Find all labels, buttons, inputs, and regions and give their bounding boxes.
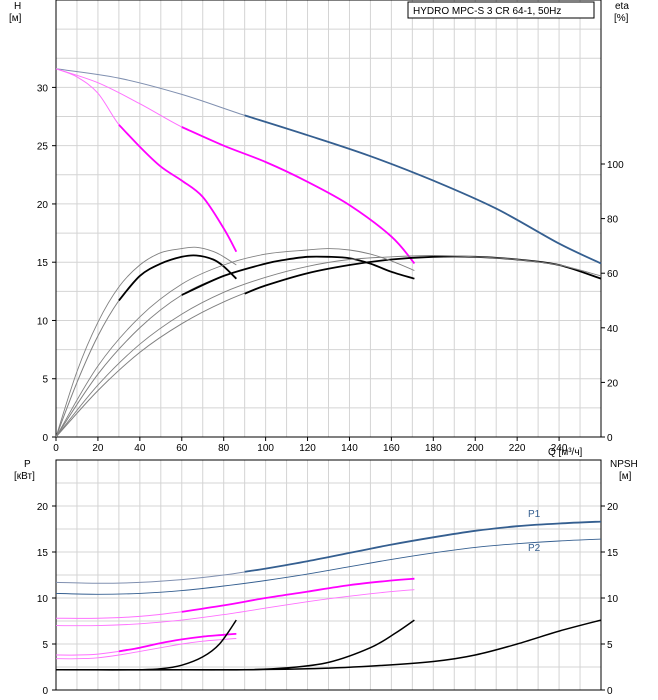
- eta-tick-label: 0: [607, 433, 613, 444]
- eta-axis-unit: [%]: [614, 13, 629, 24]
- eta-tick-label: 100: [607, 160, 624, 171]
- power-p2_1-line: [55, 638, 237, 660]
- power-tick-label: 15: [37, 548, 49, 559]
- flow-axis-label: Q [м³/ч]: [548, 447, 583, 458]
- x-tick-label: 120: [299, 443, 316, 454]
- eta-curve_2-line: [55, 256, 415, 438]
- axis-ticks: 0 20 40 60 80 100 120 140 160 180 200 220 2400510152…: [37, 83, 624, 697]
- x-tick-label: 100: [257, 443, 274, 454]
- power-tick-label: 0: [42, 686, 48, 697]
- power-axis-unit: [кВт]: [14, 471, 35, 482]
- x-tick-label: 200: [467, 443, 484, 454]
- head-curve_2-line: [55, 68, 415, 264]
- power-chart-frame: [55, 459, 602, 691]
- eta-axis-label: eta: [615, 1, 629, 12]
- npsh_1-curve-line: [56, 619, 237, 671]
- npsh-tick-label: 5: [607, 640, 613, 651]
- eta-tick-label: 40: [607, 324, 619, 335]
- x-tick-label: 140: [341, 443, 358, 454]
- npsh-axis-unit: [м]: [619, 471, 632, 482]
- x-tick-label: 80: [218, 443, 230, 454]
- head-chart-grid: [55, 0, 602, 438]
- npsh-tick-label: 10: [607, 594, 619, 605]
- npsh-axis-label: NPSH: [610, 459, 638, 470]
- npsh_3-curve-line: [55, 619, 602, 671]
- power-npsh-curves: [55, 520, 602, 671]
- eta-curve_2-operating-range: [181, 255, 415, 296]
- npsh_2-curve-line: [56, 619, 415, 671]
- power-axis-label: P: [24, 459, 31, 470]
- eta-tick-label: 20: [607, 378, 619, 389]
- power-p2-3-line: [55, 538, 602, 595]
- x-tick-label: 160: [383, 443, 400, 454]
- x-tick-label: 240: [551, 443, 568, 454]
- p1-series-label: P1: [528, 509, 541, 520]
- head-tick-label: 15: [37, 258, 49, 269]
- legend-title: HYDRO MPC-S 3 CR 64-1, 50Hz: [413, 6, 561, 17]
- npsh-tick-label: 15: [607, 548, 619, 559]
- head-eta-curves: [55, 68, 602, 438]
- eta-thin-curve_3-line: [55, 255, 602, 438]
- head-tick-label: 5: [42, 375, 48, 386]
- power-p1_2-operating-range: [181, 577, 415, 613]
- x-tick-label: 40: [134, 443, 146, 454]
- head-tick-label: 0: [42, 433, 48, 444]
- power-tick-label: 5: [42, 640, 48, 651]
- p2-series-label: P2: [528, 543, 541, 554]
- head-tick-label: 10: [37, 316, 49, 327]
- x-tick-label: 220: [509, 443, 526, 454]
- power-p1-3-operating-range: [244, 520, 602, 573]
- eta-thin-curve_1-line: [55, 246, 237, 438]
- eta-tick-label: 60: [607, 269, 619, 280]
- power-chart-grid: [55, 459, 602, 691]
- head-tick-label: 25: [37, 142, 49, 153]
- head-curve-3-operating-range: [244, 114, 602, 265]
- eta-thin-curve_2-line: [55, 248, 415, 438]
- power-p1_1-operating-range: [118, 633, 237, 653]
- x-tick-label: 0: [53, 443, 59, 454]
- head-tick-label: 30: [37, 83, 49, 94]
- eta-tick-label: 80: [607, 215, 619, 226]
- power-tick-label: 10: [37, 594, 49, 605]
- power-tick-label: 20: [37, 502, 49, 513]
- power-p2_2-line: [55, 589, 415, 627]
- legend-box: [407, 1, 595, 19]
- x-tick-label: 180: [425, 443, 442, 454]
- head-curve_2-operating-range: [181, 126, 416, 264]
- head-axis-label: H: [14, 1, 21, 12]
- x-tick-label: 60: [176, 443, 188, 454]
- npsh-tick-label: 0: [607, 686, 613, 697]
- head-axis-unit: [м]: [9, 13, 22, 24]
- head-tick-label: 20: [37, 200, 49, 211]
- x-tick-label: 20: [92, 443, 104, 454]
- head-curve_1-operating-range: [118, 124, 238, 253]
- npsh-tick-label: 20: [607, 502, 619, 513]
- head-curve_1-line: [55, 68, 237, 252]
